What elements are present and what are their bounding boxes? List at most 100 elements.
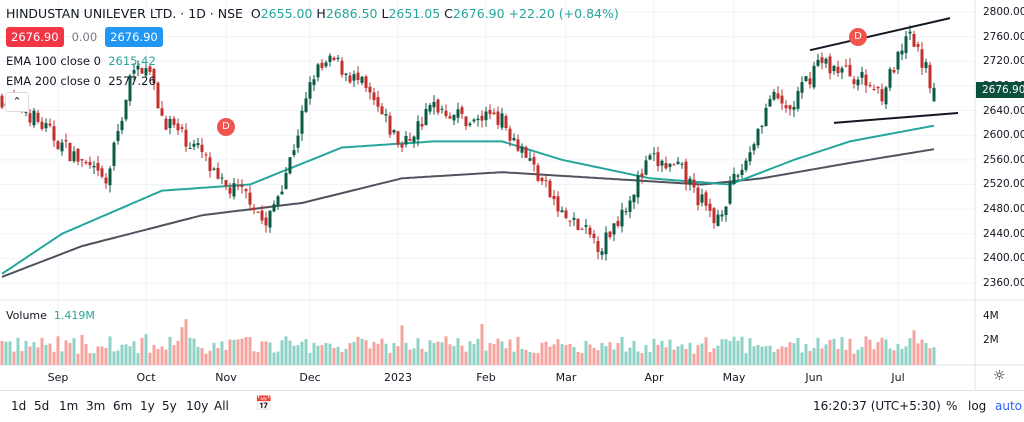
candle-body [836, 66, 840, 74]
clock-time[interactable]: 16:20:37 (UTC+5:30) [813, 399, 941, 413]
range-button-1y[interactable]: 1y [140, 399, 155, 413]
candle-body [144, 68, 148, 76]
candle-body [212, 168, 216, 170]
volume-legend[interactable]: Volume 1.419M [6, 309, 95, 322]
volume-bar [520, 348, 524, 365]
sell-button[interactable]: 2676.90 [6, 27, 64, 47]
volume-bar [640, 353, 644, 365]
range-button-10y[interactable]: 10y [186, 399, 209, 413]
volume-bar [760, 346, 764, 365]
volume-bar [764, 346, 768, 365]
ema100-label: EMA 100 close 0 [6, 54, 101, 68]
candle-body [712, 208, 716, 224]
volume-bar [284, 336, 288, 365]
candle-body [576, 218, 580, 230]
candle-body [564, 210, 568, 219]
volume-bar [772, 351, 776, 365]
price-axis-label: 2400.00 [983, 252, 1024, 265]
bottom-toolbar: 1d 5d 1m 3m 6m 1y 5y 10y All 📅 16:20:37 (UTC+5:3… [0, 390, 1024, 422]
volume-bar [408, 349, 412, 365]
candle-body [628, 200, 632, 212]
volume-bar [28, 346, 32, 365]
volume-bar [768, 345, 772, 365]
auto-toggle[interactable]: auto [995, 399, 1023, 413]
log-toggle[interactable]: log [968, 399, 987, 413]
trendline-upper[interactable] [809, 17, 951, 52]
trendline-lower[interactable] [833, 112, 959, 124]
settings-gear-icon[interactable]: ☼ [993, 368, 1006, 384]
candle-body [112, 142, 116, 166]
candle-body [656, 152, 660, 167]
candle-body [228, 187, 232, 194]
range-button-all[interactable]: All [214, 399, 229, 413]
candle-body [768, 99, 772, 107]
range-button-1m[interactable]: 1m [59, 399, 79, 413]
volume-bar [620, 336, 624, 365]
candle-body [340, 60, 344, 75]
volume-bar [264, 341, 268, 365]
candle-body [192, 143, 196, 147]
candle-body [284, 172, 288, 190]
volume-bar [288, 340, 292, 365]
candle-body [800, 82, 804, 93]
price-chart[interactable] [0, 0, 1024, 390]
dividend-marker[interactable]: D [217, 118, 235, 137]
ema100-legend[interactable]: EMA 100 close 0 2615.42 [6, 54, 156, 68]
candle-body [872, 89, 876, 91]
volume-bar [736, 340, 740, 365]
ema200-legend[interactable]: EMA 200 close 0 2577.26 [6, 74, 156, 88]
volume-bar [472, 344, 476, 365]
candle-body [624, 211, 628, 213]
chevron-up-icon[interactable]: ⌃ [5, 92, 29, 112]
volume-bar [584, 340, 588, 365]
volume-bar [276, 351, 280, 365]
candle-body [80, 159, 84, 161]
calendar-goto-icon[interactable]: 📅 [255, 396, 273, 412]
range-button-5d[interactable]: 5d [34, 399, 50, 413]
candle-body [376, 97, 380, 107]
volume-bar [500, 341, 504, 365]
candle-body [772, 92, 776, 100]
candle-body [736, 175, 740, 177]
candle-body [72, 151, 76, 162]
candle-body [796, 91, 800, 109]
symbol-title[interactable]: HINDUSTAN UNILEVER LTD. · 1D · NSE [6, 6, 243, 21]
volume-bar [12, 351, 16, 365]
range-button-6m[interactable]: 6m [113, 399, 133, 413]
candle-body [556, 196, 560, 212]
volume-bar [208, 350, 212, 365]
range-button-5y[interactable]: 5y [162, 399, 177, 413]
trendlines[interactable] [809, 17, 959, 124]
volume-bar [712, 348, 716, 365]
candle-body [236, 185, 240, 187]
candle-body [536, 165, 540, 181]
volume-bar [344, 348, 348, 365]
volume-bar [784, 347, 788, 365]
price-axis-label: 2640.00 [983, 104, 1024, 117]
volume-bar [180, 327, 184, 365]
percent-toggle[interactable]: % [946, 399, 958, 413]
volume-bar [4, 341, 8, 365]
volume-bar [528, 351, 532, 365]
candle-body [560, 210, 564, 213]
buy-button[interactable]: 2676.90 [105, 27, 163, 47]
volume-bar [224, 349, 228, 365]
candle-body [40, 121, 44, 130]
volume-bar [144, 334, 148, 365]
volume-bar [892, 350, 896, 365]
candle-body [644, 160, 648, 175]
candle-body [716, 214, 720, 226]
candle-body [288, 157, 292, 174]
volume-bar [456, 338, 460, 365]
candle-body [132, 70, 136, 74]
range-button-3m[interactable]: 3m [86, 399, 106, 413]
dividend-marker[interactable]: D [849, 27, 867, 46]
range-button-1d[interactable]: 1d [11, 399, 27, 413]
ema100-value: 2615.42 [108, 54, 156, 68]
volume-bar [56, 336, 60, 365]
volume-bar [664, 347, 668, 365]
candle-body [704, 192, 708, 206]
volume-bar [336, 346, 340, 365]
volume-bar [884, 339, 888, 365]
candle-body [280, 191, 284, 195]
